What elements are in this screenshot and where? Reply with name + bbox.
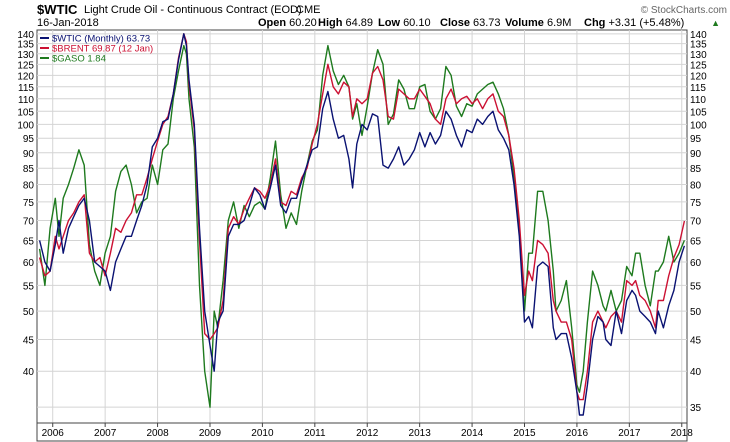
x-tick-label: 2011 — [304, 428, 326, 439]
ohlc-chg: Chg +3.31 (+5.48%) — [584, 17, 684, 29]
y-tick-left: 135 — [17, 40, 34, 51]
ohlc-high: High 64.89 — [318, 17, 373, 29]
y-tick-left: 100 — [17, 120, 34, 131]
y-tick-right: 125 — [690, 60, 707, 71]
ohlc-label: Low — [378, 17, 403, 29]
y-tick-left: 110 — [18, 95, 34, 106]
y-tick-left: 80 — [23, 181, 35, 192]
x-tick-label: 2014 — [461, 428, 484, 439]
chart-description: Light Crude Oil - Continuous Contract (E… — [84, 4, 302, 16]
y-tick-right: 35 — [690, 403, 702, 414]
y-tick-right: 135 — [690, 40, 707, 51]
y-tick-right: 60 — [690, 258, 702, 269]
y-tick-left: 140 — [17, 30, 34, 41]
y-tick-right: 120 — [690, 71, 707, 82]
x-axis-strip — [36, 422, 688, 442]
y-tick-left: 130 — [17, 50, 34, 61]
watermark: © StockCharts.com — [641, 5, 727, 16]
plot-frame — [36, 29, 688, 424]
y-tick-right: 40 — [690, 367, 702, 378]
x-tick-label: 2017 — [618, 428, 641, 439]
y-axis-right: 3540455055606570758085909510010511011512… — [690, 30, 707, 414]
ohlc-value: 6.9M — [547, 17, 571, 29]
y-tick-left: 85 — [23, 164, 35, 175]
y-tick-right: 75 — [690, 198, 702, 209]
series-line-gaso — [38, 44, 686, 408]
ohlc-volume: Volume 6.9M — [505, 17, 571, 29]
y-tick-right: 130 — [690, 50, 707, 61]
y-tick-left: 95 — [23, 134, 35, 145]
series-line-wtic — [38, 33, 686, 416]
ohlc-readout: Open 60.20 High 64.89 Low 60.10 Close 63.73… — [258, 17, 684, 29]
ohlc-value: +3.31 (+5.48%) — [608, 17, 684, 29]
x-tick-label: 2018 — [671, 428, 694, 439]
y-tick-right: 105 — [690, 107, 707, 118]
legend-label: $BRENT 69.87 (12 Jan) — [52, 44, 153, 55]
y-tick-right: 80 — [690, 181, 702, 192]
ohlc-value: 60.20 — [289, 17, 317, 29]
legend-label: $GASO 1.84 — [52, 54, 106, 65]
x-tick-label: 2009 — [199, 428, 222, 439]
y-tick-left: 55 — [23, 281, 35, 292]
y-tick-right: 70 — [690, 216, 702, 227]
y-tick-right: 100 — [690, 120, 707, 131]
y-tick-left: 50 — [23, 307, 35, 318]
y-tick-right: 140 — [690, 30, 707, 41]
y-tick-right: 110 — [690, 95, 706, 106]
x-tick-label: 2012 — [356, 428, 379, 439]
y-tick-left: 105 — [17, 107, 34, 118]
y-tick-right: 95 — [690, 134, 702, 145]
y-tick-right: 115 — [690, 83, 706, 94]
x-tick-label: 2015 — [513, 428, 536, 439]
y-tick-left: 45 — [23, 335, 35, 346]
y-tick-left: 90 — [23, 149, 35, 160]
ohlc-label: Close — [440, 17, 473, 29]
chg-up-arrow-icon: ▲ — [711, 18, 720, 28]
y-tick-right: 90 — [690, 149, 702, 160]
y-tick-left: 60 — [23, 258, 35, 269]
x-tick-label: 2006 — [42, 428, 65, 439]
y-tick-right: 45 — [690, 335, 702, 346]
ohlc-label: High — [318, 17, 346, 29]
ohlc-label: Open — [258, 17, 289, 29]
ohlc-low: Low 60.10 — [378, 17, 431, 29]
chart-exchange: CME — [296, 4, 320, 16]
x-tick-label: 2010 — [251, 428, 274, 439]
ohlc-value: 63.73 — [473, 17, 501, 29]
y-tick-left: 120 — [17, 71, 34, 82]
y-tick-left: 125 — [17, 60, 34, 71]
y-tick-left: 40 — [23, 367, 35, 378]
x-axis: 2006 2007 2008 2009 2010 2011 2012 2013 2014 2015… — [42, 423, 694, 439]
y-tick-left: 65 — [23, 236, 35, 247]
y-tick-right: 55 — [690, 281, 702, 292]
y-tick-left: 115 — [18, 83, 34, 94]
x-tick-label: 2013 — [409, 428, 432, 439]
x-tick-label: 2016 — [566, 428, 589, 439]
legend: $WTIC (Monthly) 63.73$BRENT 69.87 (12 Ja… — [40, 34, 153, 65]
y-axis-left: 4045505560657075808590951001051101151201… — [17, 30, 34, 378]
x-tick-label: 2008 — [146, 428, 169, 439]
ohlc-value: 64.89 — [346, 17, 374, 29]
y-tick-right: 85 — [690, 164, 702, 175]
ohlc-label: Volume — [505, 17, 547, 29]
ohlc-value: 60.10 — [403, 17, 431, 29]
series-lines — [38, 33, 686, 416]
legend-label: $WTIC (Monthly) 63.73 — [52, 34, 150, 45]
ohlc-open: Open 60.20 — [258, 17, 317, 29]
y-tick-left: 75 — [23, 198, 35, 209]
x-tick-label: 2007 — [94, 428, 117, 439]
chart-date: 16-Jan-2018 — [37, 17, 99, 29]
y-tick-right: 65 — [690, 236, 702, 247]
y-tick-right: 50 — [690, 307, 702, 318]
chart-symbol: $WTIC — [37, 2, 78, 17]
y-tick-left: 70 — [23, 216, 35, 227]
ohlc-close: Close 63.73 — [440, 17, 501, 29]
ohlc-label: Chg — [584, 17, 608, 29]
